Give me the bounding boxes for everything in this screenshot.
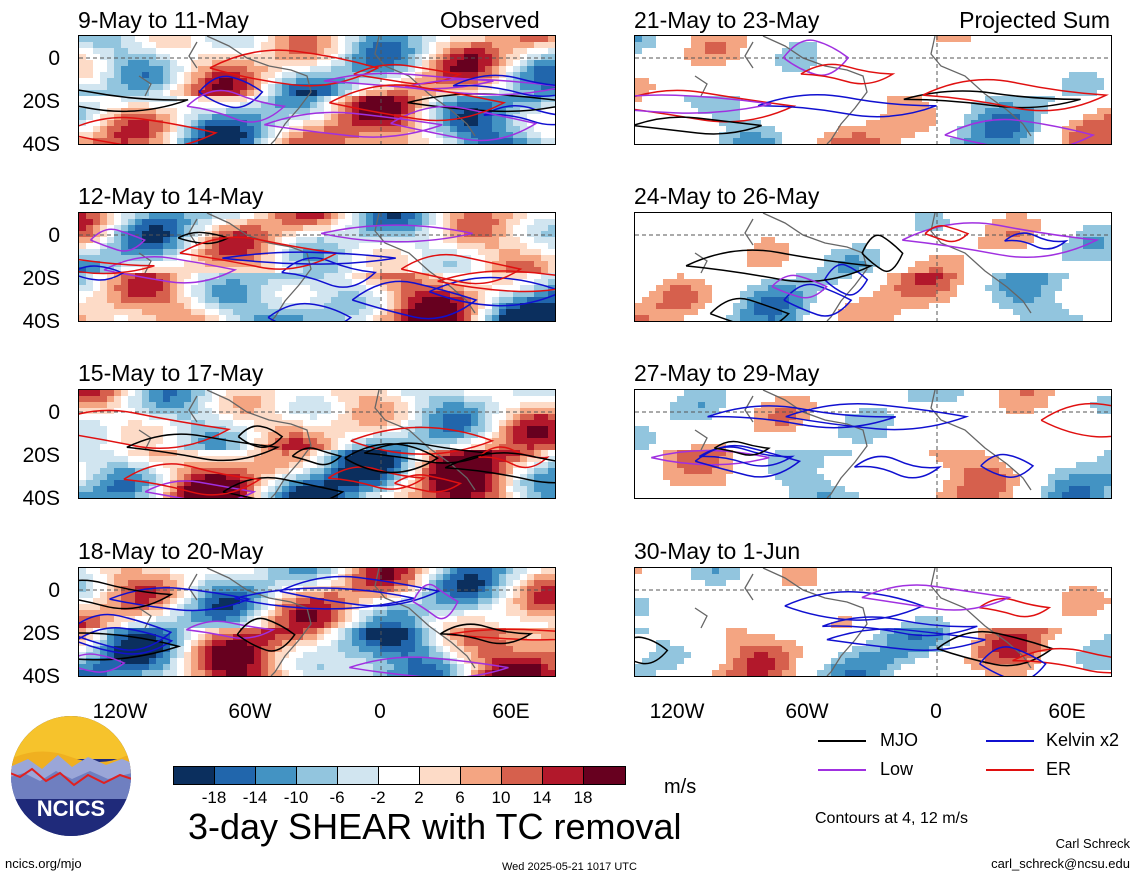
x-label-0-left: 0	[374, 700, 386, 723]
map-panel-proj-3	[634, 389, 1112, 499]
colorbar-tick-4: -6	[329, 788, 345, 807]
colorbar-cell-10	[542, 766, 584, 785]
main-title: 3-day SHEAR with TC removal	[188, 806, 682, 847]
panel-title-obs-4: 18-May to 20-May	[78, 538, 264, 564]
colorbar-tick-3: -10	[283, 788, 309, 807]
ncics-logo: NCICS	[10, 715, 132, 837]
y-label-eq-2: 0	[48, 224, 60, 247]
site-link[interactable]: ncics.org/mjo	[5, 856, 82, 871]
panel-title-obs-2: 12-May to 14-May	[78, 183, 264, 209]
y-label-20s-3: 20S	[22, 444, 60, 467]
y-label-eq-4: 0	[48, 579, 60, 602]
colorbar-tick-5: -2	[370, 788, 386, 807]
panel-title-proj-3: 27-May to 29-May	[634, 360, 820, 386]
colorbar-tick-8: 10	[491, 788, 511, 807]
timestamp: Wed 2025-05-21 1017 UTC	[502, 861, 637, 873]
colorbar-cell-2	[214, 766, 256, 785]
x-label-120w-right: 120W	[649, 700, 705, 723]
map-panel-obs-3	[78, 389, 556, 499]
x-label-60w-left: 60W	[228, 700, 272, 723]
panel-title-proj-2: 24-May to 26-May	[634, 183, 820, 209]
logo-text: NCICS	[37, 796, 105, 821]
y-label-eq-3: 0	[48, 401, 60, 424]
author-name: Carl Schreck	[1055, 836, 1130, 851]
colorbar-tick-7: 6	[455, 788, 465, 807]
colorbar-units: m/s	[664, 776, 697, 798]
panel-title-proj-1: 21-May to 23-May	[634, 7, 820, 33]
map-panel-proj-4	[634, 567, 1112, 677]
x-label-60e-left: 60E	[492, 700, 530, 723]
legend-line-er	[986, 769, 1034, 771]
colorbar-cell-8	[460, 766, 502, 785]
y-label-40s-4: 40S	[22, 665, 60, 688]
y-label-40s-1: 40S	[22, 133, 60, 156]
colorbar-tick-2: -14	[242, 788, 268, 807]
colorbar-cell-5	[337, 766, 379, 785]
legend-line-low	[818, 769, 866, 771]
map-panel-obs-4	[78, 567, 556, 677]
panel-title-obs-1: 9-May to 11-May	[78, 7, 249, 33]
projected-label: Projected Sum	[959, 7, 1110, 33]
colorbar-cell-11	[583, 766, 626, 785]
map-panel-proj-1	[634, 35, 1112, 145]
colorbar-cell-6	[378, 766, 420, 785]
observed-label: Observed	[440, 7, 540, 33]
legend-label-kelvin: Kelvin x2	[1046, 730, 1120, 750]
colorbar-cell-1	[173, 766, 215, 785]
colorbar-tick-1: -18	[201, 788, 227, 807]
legend-label-low: Low	[880, 759, 914, 779]
author-email[interactable]: carl_schreck@ncsu.edu	[991, 856, 1130, 871]
y-label-20s-1: 20S	[22, 90, 60, 113]
map-panel-obs-1	[78, 35, 556, 145]
x-label-0-right: 0	[930, 700, 942, 723]
legend-label-er: ER	[1046, 759, 1072, 779]
colorbar-cell-7	[419, 766, 461, 785]
legend-label-mjo: MJO	[880, 730, 918, 750]
y-label-20s-2: 20S	[22, 267, 60, 290]
legend-line-kelvin	[986, 740, 1034, 742]
colorbar-tick-6: 2	[414, 788, 424, 807]
panel-title-obs-3: 15-May to 17-May	[78, 360, 264, 386]
y-label-40s-3: 40S	[22, 487, 60, 510]
colorbar-tick-10: 18	[573, 788, 593, 807]
contours-note: Contours at 4, 12 m/s	[815, 810, 968, 827]
y-label-20s-4: 20S	[22, 622, 60, 645]
x-label-120w-left: 120W	[92, 700, 148, 723]
x-label-60e-right: 60E	[1048, 700, 1086, 723]
colorbar-cell-4	[296, 766, 338, 785]
y-label-40s-2: 40S	[22, 310, 60, 333]
colorbar-tick-9: 14	[532, 788, 552, 807]
colorbar-cell-3	[255, 766, 297, 785]
map-panel-proj-2	[634, 212, 1112, 322]
x-label-60w-right: 60W	[785, 700, 829, 723]
map-panel-obs-2	[78, 212, 556, 322]
colorbar-cell-9	[501, 766, 543, 785]
legend-line-mjo	[818, 740, 866, 742]
panel-title-proj-4: 30-May to 1-Jun	[634, 538, 801, 564]
y-label-eq-1: 0	[48, 47, 60, 70]
